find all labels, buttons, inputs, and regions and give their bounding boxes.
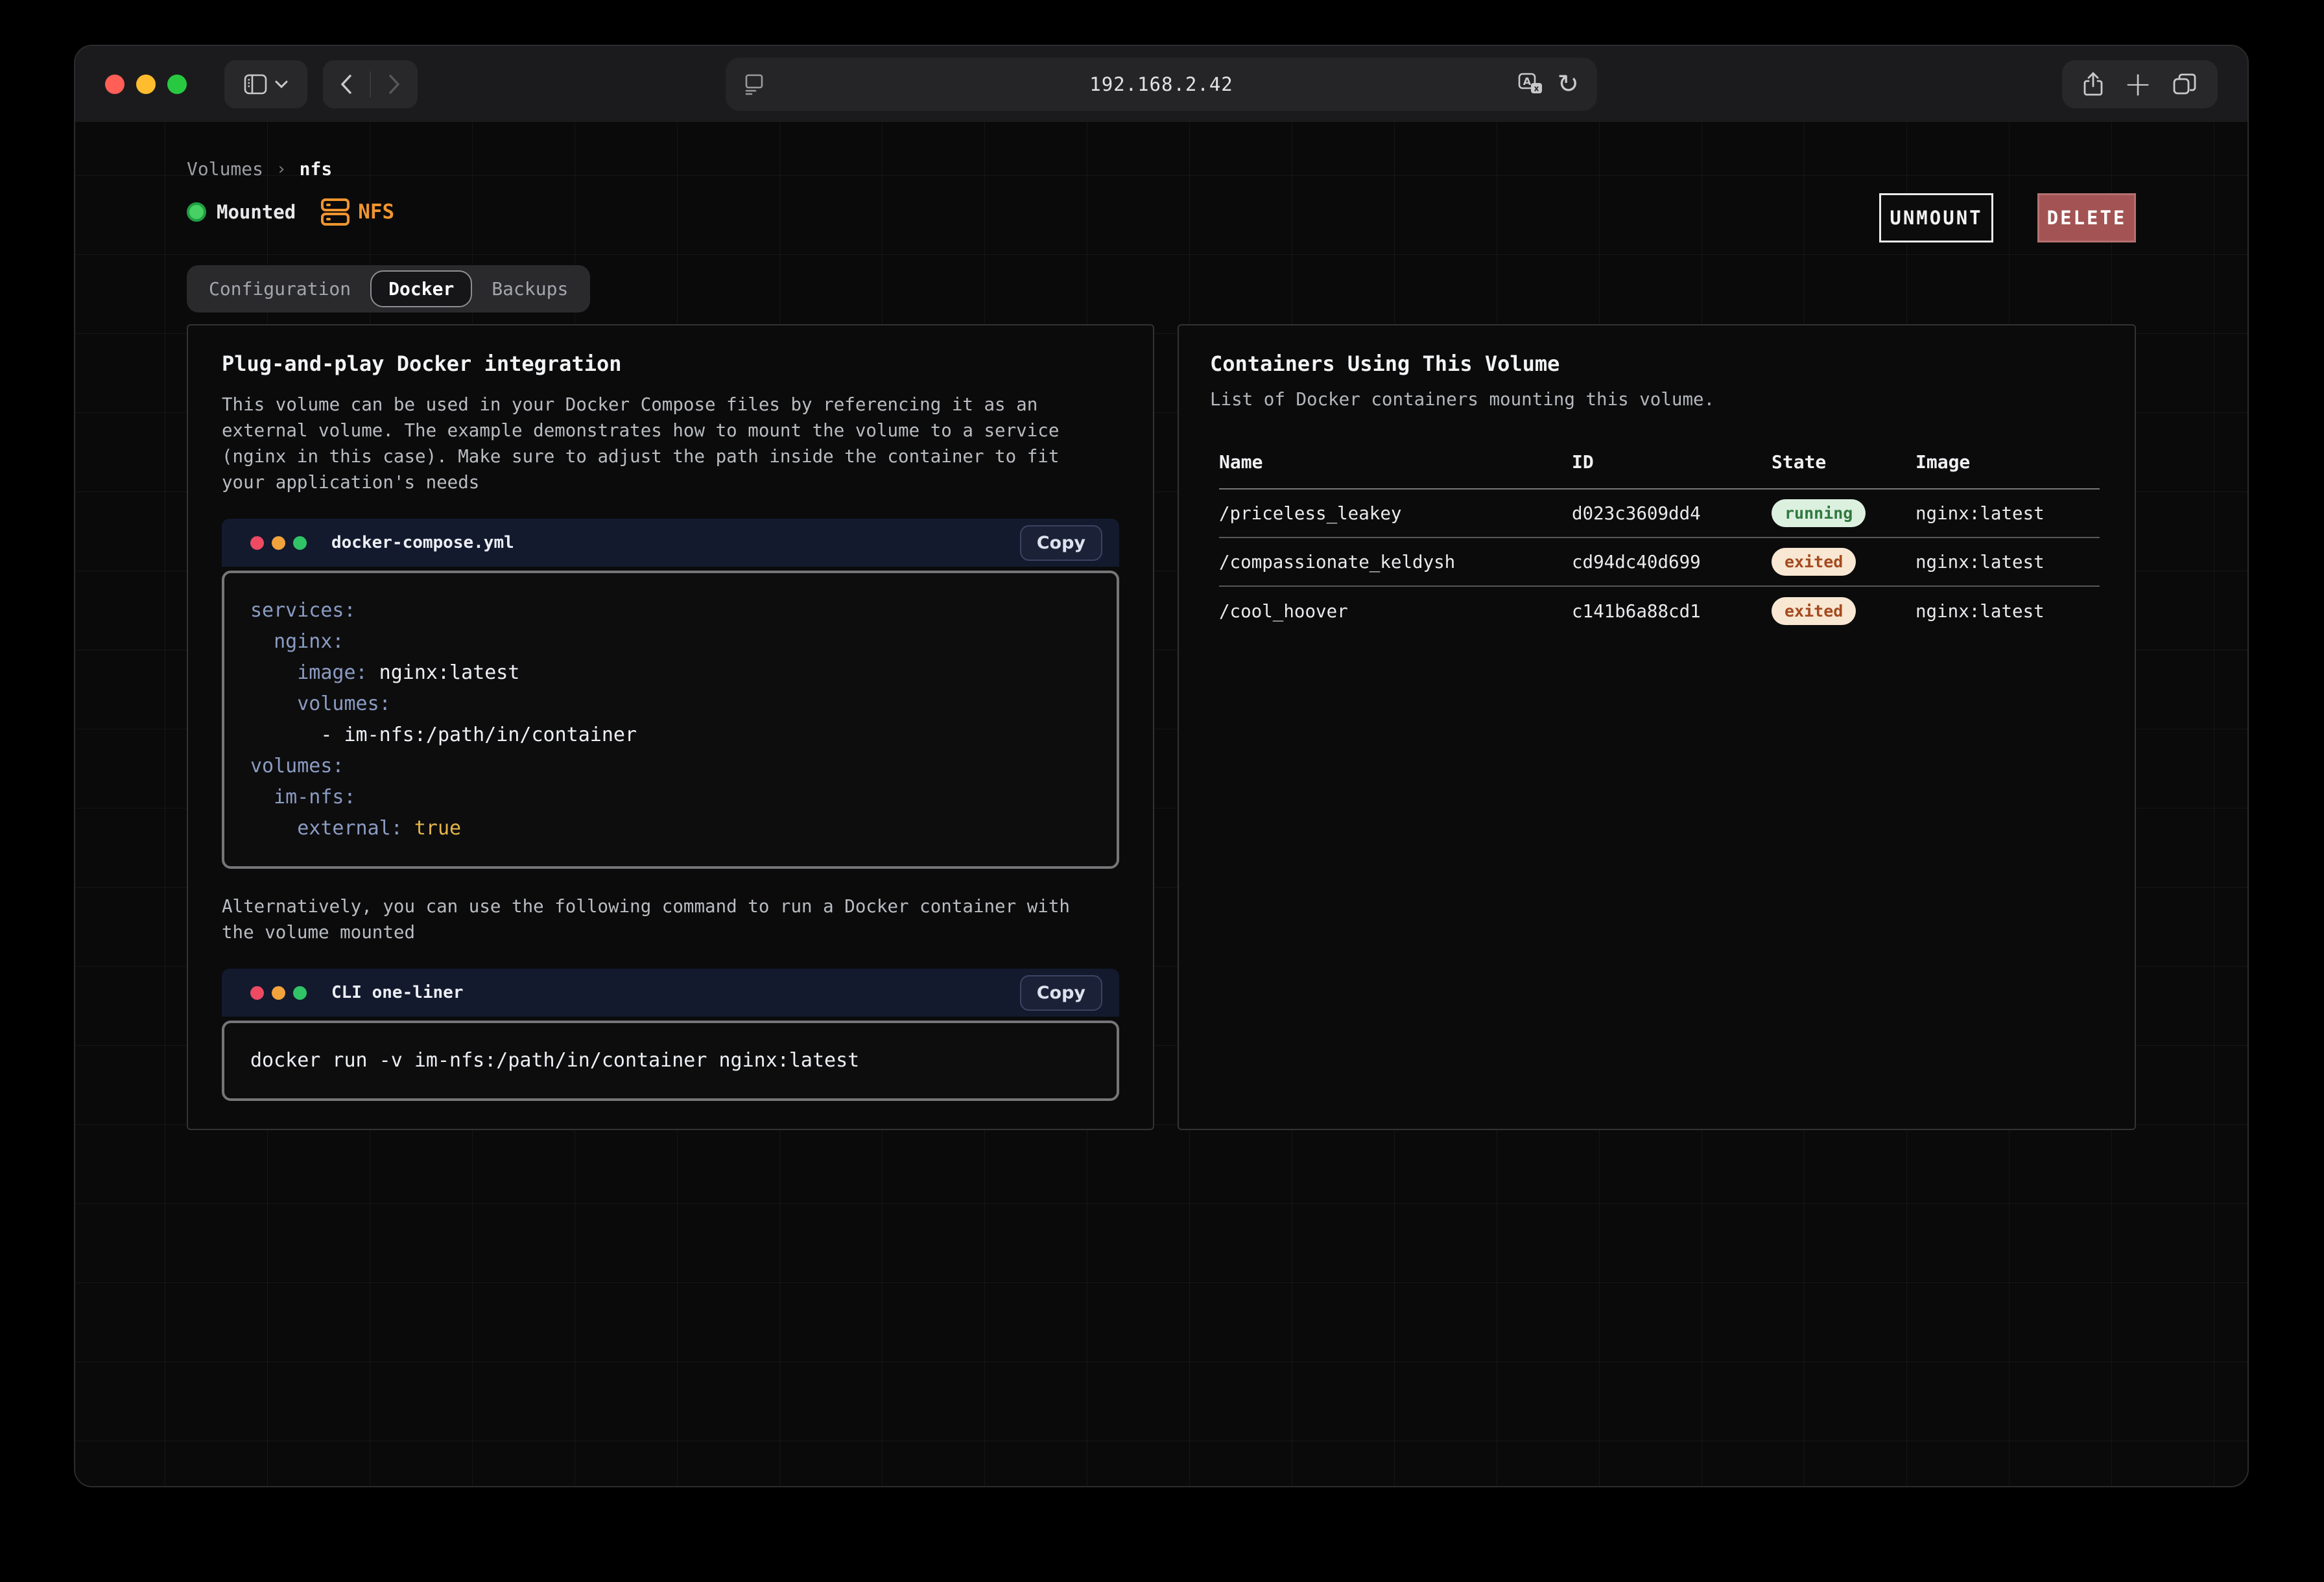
window-controls xyxy=(105,75,187,94)
translate-icon[interactable]: A x xyxy=(1518,73,1544,96)
svg-text:x: x xyxy=(1534,84,1539,93)
state-badge: exited xyxy=(1772,548,1856,576)
window-dot-green-icon xyxy=(293,986,307,1000)
server-stack-icon xyxy=(320,198,350,226)
container-id-cell: c141b6a88cd1 xyxy=(1572,601,1772,622)
cli-code-block: docker run -v im-nfs:/path/in/container … xyxy=(222,1021,1119,1101)
tab-overview-icon[interactable] xyxy=(2173,73,2196,96)
window-dot-yellow-icon xyxy=(272,536,285,550)
page-content: Volumes › nfs Mounted NFS UNMOUNT xyxy=(75,122,2247,1486)
chevron-down-icon xyxy=(275,80,288,88)
zoom-window-button[interactable] xyxy=(167,75,187,94)
containers-panel: Containers Using This Volume List of Doc… xyxy=(1178,324,2136,1130)
breadcrumb: Volumes › nfs xyxy=(187,158,2136,180)
cli-filename: CLI one-liner xyxy=(331,983,464,1002)
browser-window: 192.168.2.42 A x ↻ xyxy=(74,45,2249,1487)
column-header-id: ID xyxy=(1572,451,1772,473)
docker-panel-title: Plug-and-play Docker integration xyxy=(222,351,1119,376)
volume-actions: UNMOUNT DELETE xyxy=(1879,193,2136,242)
column-header-state: State xyxy=(1772,451,1915,473)
column-header-image: Image xyxy=(1915,451,2100,473)
container-image-cell: nginx:latest xyxy=(1915,601,2100,622)
docker-panel-description: This volume can be used in your Docker C… xyxy=(222,392,1078,495)
containers-table-header: Name ID State Image xyxy=(1219,451,2100,490)
state-badge: exited xyxy=(1772,597,1856,625)
delete-button[interactable]: DELETE xyxy=(2037,193,2136,242)
containers-table-body: /priceless_leakeyd023c3609dd4running ngin… xyxy=(1219,490,2100,635)
container-id-cell: cd94dc40d699 xyxy=(1572,552,1772,573)
code-line: - im-nfs:/path/in/container xyxy=(250,720,1091,751)
url-text[interactable]: 192.168.2.42 xyxy=(726,73,1597,95)
breadcrumb-separator: › xyxy=(276,159,287,179)
container-image-cell: nginx:latest xyxy=(1915,503,2100,524)
cli-code-header: CLI one-liner Copy xyxy=(222,969,1119,1017)
compose-code-block: services: nginx: image: nginx:latest vol… xyxy=(222,571,1119,869)
back-button[interactable] xyxy=(323,60,370,108)
code-line: nginx: xyxy=(250,626,1091,657)
column-header-name: Name xyxy=(1219,451,1572,473)
compose-filename: docker-compose.yml xyxy=(331,533,514,552)
breadcrumb-volumes-link[interactable]: Volumes xyxy=(187,158,263,180)
compose-code-header: docker-compose.yml Copy xyxy=(222,519,1119,567)
docker-integration-panel: Plug-and-play Docker integration This vo… xyxy=(187,324,1154,1130)
container-state-cell: exited xyxy=(1772,548,1915,576)
reload-icon[interactable]: ↻ xyxy=(1557,71,1579,97)
breadcrumb-current: nfs xyxy=(300,158,333,180)
container-row[interactable]: /cool_hooverc141b6a88cd1exited nginx:late… xyxy=(1219,587,2100,635)
mounted-status-label: Mounted xyxy=(217,201,296,223)
new-tab-icon[interactable]: + xyxy=(2124,67,2152,101)
minimize-window-button[interactable] xyxy=(136,75,156,94)
sidebar-icon xyxy=(244,74,267,95)
volume-type-label: NFS xyxy=(358,200,394,224)
cli-intro-text: Alternatively, you can use the following… xyxy=(222,893,1078,945)
code-line: external: true xyxy=(250,813,1091,844)
code-line: volumes: xyxy=(250,751,1091,782)
chevron-left-icon xyxy=(340,75,352,94)
container-state-cell: exited xyxy=(1772,597,1915,625)
code-line: volumes: xyxy=(250,689,1091,720)
code-line: docker run -v im-nfs:/path/in/container … xyxy=(250,1045,1091,1076)
container-name-cell: /priceless_leakey xyxy=(1219,503,1572,524)
copy-compose-button[interactable]: Copy xyxy=(1020,525,1102,561)
window-dot-yellow-icon xyxy=(272,986,285,1000)
container-id-cell: d023c3609dd4 xyxy=(1572,503,1772,524)
container-name-cell: /compassionate_keldysh xyxy=(1219,552,1572,573)
share-icon[interactable] xyxy=(2083,72,2103,97)
window-dot-red-icon xyxy=(250,536,264,550)
container-row[interactable]: /compassionate_keldyshcd94dc40d699exited… xyxy=(1219,538,2100,587)
chevron-right-icon xyxy=(388,75,400,94)
sidebar-toggle-button[interactable] xyxy=(224,60,307,108)
containers-table: Name ID State Image /priceless_leakeyd02… xyxy=(1219,451,2100,635)
tab-backups[interactable]: Backups xyxy=(476,270,584,307)
mounted-status-dot xyxy=(187,202,206,222)
volume-tabs: Configuration Docker Backups xyxy=(187,265,590,313)
browser-toolbar: 192.168.2.42 A x ↻ xyxy=(75,46,2247,122)
code-line: services: xyxy=(250,595,1091,626)
window-dot-red-icon xyxy=(250,986,264,1000)
toolbar-right-cluster: + xyxy=(2062,60,2218,108)
container-name-cell: /cool_hoover xyxy=(1219,601,1572,622)
state-badge: running xyxy=(1772,499,1866,527)
container-row[interactable]: /priceless_leakeyd023c3609dd4running ngin… xyxy=(1219,490,2100,538)
tab-configuration[interactable]: Configuration xyxy=(193,270,366,307)
containers-panel-subtitle: List of Docker containers mounting this … xyxy=(1210,389,2104,410)
containers-panel-title: Containers Using This Volume xyxy=(1210,351,2104,376)
svg-text:A: A xyxy=(1523,75,1532,88)
close-window-button[interactable] xyxy=(105,75,124,94)
container-image-cell: nginx:latest xyxy=(1915,552,2100,573)
navigation-buttons xyxy=(323,60,418,108)
volume-status-row: Mounted NFS xyxy=(187,198,2136,226)
tab-docker[interactable]: Docker xyxy=(370,270,472,307)
code-line: im-nfs: xyxy=(250,782,1091,813)
unmount-button[interactable]: UNMOUNT xyxy=(1879,193,1993,242)
copy-cli-button[interactable]: Copy xyxy=(1020,975,1102,1011)
code-line: image: nginx:latest xyxy=(250,657,1091,689)
window-dot-green-icon xyxy=(293,536,307,550)
address-bar[interactable]: 192.168.2.42 A x ↻ xyxy=(726,58,1597,111)
forward-button[interactable] xyxy=(371,60,418,108)
container-state-cell: running xyxy=(1772,499,1915,527)
